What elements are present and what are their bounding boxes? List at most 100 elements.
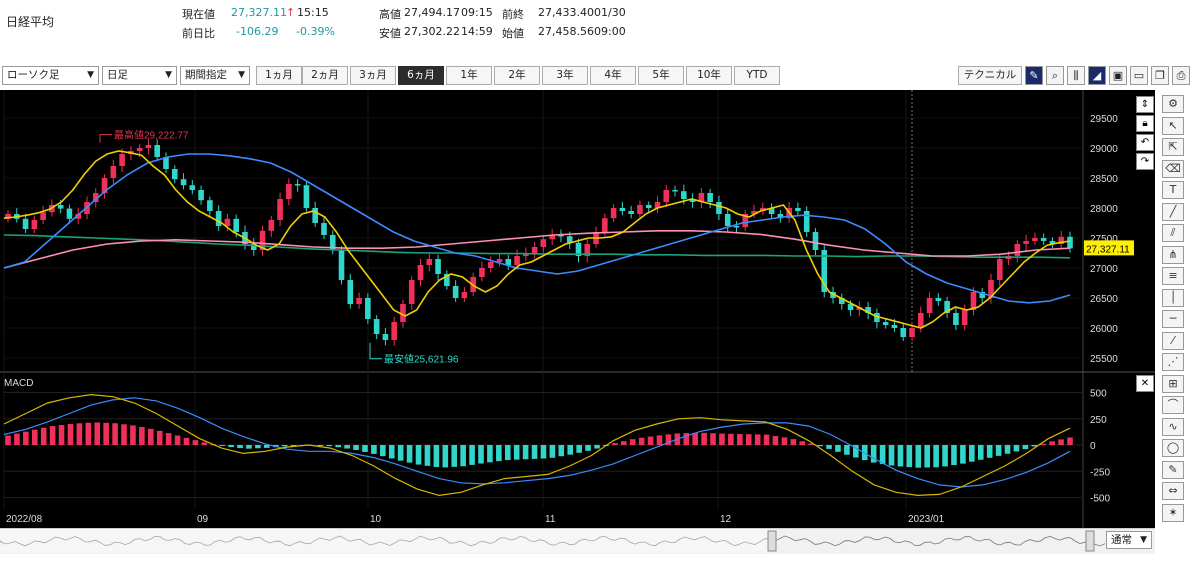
horizontal-line-icon[interactable]: ─ <box>1162 310 1184 328</box>
technical-button[interactable]: テクニカル <box>958 66 1022 85</box>
candle <box>540 239 547 247</box>
macd-histogram-bar <box>281 445 288 447</box>
period-select[interactable]: 期間指定 ▼ <box>180 66 250 85</box>
macd-histogram-bar <box>540 445 547 459</box>
y-tick-label: 29000 <box>1090 144 1118 155</box>
macd-histogram-bar <box>174 435 181 445</box>
star-icon[interactable]: ✶ <box>1162 503 1184 522</box>
macd-histogram-bar <box>906 445 913 468</box>
candle <box>452 286 459 298</box>
pitchfork-icon[interactable]: ⋔ <box>1162 245 1184 264</box>
timeframe-4[interactable]: 1年 <box>446 66 492 85</box>
expand-icon[interactable]: ⇕ <box>1136 96 1154 113</box>
candle <box>654 202 661 208</box>
candle <box>461 292 468 298</box>
folder-icon[interactable]: ▭ <box>1130 66 1148 85</box>
candle <box>821 250 828 292</box>
save-icon[interactable]: ▣ <box>1109 66 1127 85</box>
candle <box>444 274 450 286</box>
fibonacci-icon[interactable]: ≡ <box>1162 267 1184 285</box>
channel-icon[interactable]: ⫽ <box>1162 224 1184 242</box>
zoom-icon[interactable]: ⌕ <box>1046 66 1064 85</box>
price-chart[interactable]: MACD 500 250 0 -250 -500 29500 29000 28500 28000… <box>0 90 1155 528</box>
chart-type-select[interactable]: ローソク足 ▼ <box>2 66 99 85</box>
area-chart-icon[interactable]: ◢ <box>1088 66 1106 85</box>
candle <box>900 328 907 337</box>
macd-histogram-bar <box>76 423 83 445</box>
open-value: 27,458.56 <box>538 25 594 38</box>
macd-histogram-bar <box>451 445 458 467</box>
candle <box>742 214 749 228</box>
candle <box>917 313 924 328</box>
print-icon[interactable]: ⎙ <box>1172 66 1190 85</box>
trend-line-icon[interactable]: ⁄ <box>1162 331 1184 350</box>
timeframe-0[interactable]: 1ヵ月 <box>256 66 302 85</box>
navigator-mode-select[interactable]: 通常 ▼ <box>1106 531 1152 549</box>
candle <box>724 214 731 226</box>
candle <box>882 322 889 325</box>
gann-icon[interactable]: ⊞ <box>1162 374 1184 393</box>
timeframe-8[interactable]: 5年 <box>638 66 684 85</box>
timeframe-9[interactable]: 10年 <box>686 66 732 85</box>
timeframe-1[interactable]: 2ヵ月 <box>302 66 348 85</box>
macd-histogram-bar <box>406 445 413 463</box>
candle <box>338 250 345 280</box>
lock-icon[interactable]: 🔒︎ <box>1136 115 1154 132</box>
macd-line <box>3 393 1071 497</box>
measure-icon[interactable]: ⇔ <box>1162 482 1184 500</box>
macd-histogram-bar <box>442 445 449 468</box>
timeframe-10[interactable]: YTD <box>734 66 780 85</box>
candle <box>1049 241 1056 244</box>
timeframe-5[interactable]: 2年 <box>494 66 540 85</box>
undo-icon[interactable]: ↶ <box>1136 134 1154 151</box>
timeframe-2[interactable]: 3ヵ月 <box>350 66 396 85</box>
macd-histogram-bar <box>790 439 797 445</box>
up-arrow-icon: ↑ <box>286 6 296 19</box>
vertical-line-icon[interactable]: │ <box>1162 288 1184 307</box>
navigator-left-handle[interactable] <box>767 530 777 552</box>
eraser-icon[interactable]: ⌫ <box>1162 159 1184 178</box>
x-tick-label: 2022/08 <box>6 514 43 525</box>
cursor-cross-icon[interactable]: ⇱ <box>1162 138 1184 156</box>
cursor-icon[interactable]: ↖ <box>1162 116 1184 135</box>
ellipse-icon[interactable]: ◯ <box>1162 439 1184 457</box>
interval-select[interactable]: 日足 ▼ <box>102 66 177 85</box>
close-icon[interactable]: ✕ <box>1136 375 1154 392</box>
copy-icon[interactable]: ❐ <box>1151 66 1169 85</box>
macd-histogram-bar <box>888 445 895 466</box>
candle <box>1067 236 1073 249</box>
text-icon[interactable]: T <box>1162 181 1184 199</box>
low-time: 14:59 <box>461 25 493 38</box>
macd-histogram-bar <box>264 445 270 448</box>
brush-icon[interactable]: ✎ <box>1162 460 1184 479</box>
low-label: 安値 <box>379 27 401 40</box>
macd-histogram-bar <box>353 445 359 451</box>
navigator[interactable] <box>0 528 1155 554</box>
line-icon[interactable]: ╱ <box>1162 202 1184 221</box>
settings-icon[interactable]: ⚙ <box>1162 95 1184 113</box>
wave-icon[interactable]: ∿ <box>1162 417 1184 436</box>
fan-icon[interactable]: ⋰ <box>1162 353 1184 371</box>
timeframe-7[interactable]: 4年 <box>590 66 636 85</box>
candle <box>988 280 994 298</box>
macd-histogram-bar <box>558 445 565 457</box>
macd-histogram-bar <box>335 445 342 448</box>
moving-averages <box>3 150 1071 329</box>
candle <box>610 208 617 219</box>
candle <box>531 247 538 253</box>
arc-icon[interactable]: ⌒ <box>1162 396 1184 414</box>
ma-long2-line <box>3 230 1071 269</box>
macd-tick-label: 500 <box>1090 389 1107 400</box>
timeframe-3[interactable]: 6ヵ月 <box>398 66 444 85</box>
macd-histogram-bar <box>5 435 11 445</box>
pencil-icon[interactable]: ✎ <box>1025 66 1043 85</box>
candle <box>408 280 415 304</box>
chevron-down-icon: ▼ <box>87 70 94 80</box>
navigator-right-handle[interactable] <box>1085 530 1095 552</box>
macd-histogram-bar <box>219 445 225 446</box>
candle-icon[interactable]: ⫼ <box>1067 66 1085 85</box>
timeframe-6[interactable]: 3年 <box>542 66 588 85</box>
candle <box>382 334 389 340</box>
redo-icon[interactable]: ↷ <box>1136 153 1154 170</box>
x-tick-label: 12 <box>720 514 732 525</box>
